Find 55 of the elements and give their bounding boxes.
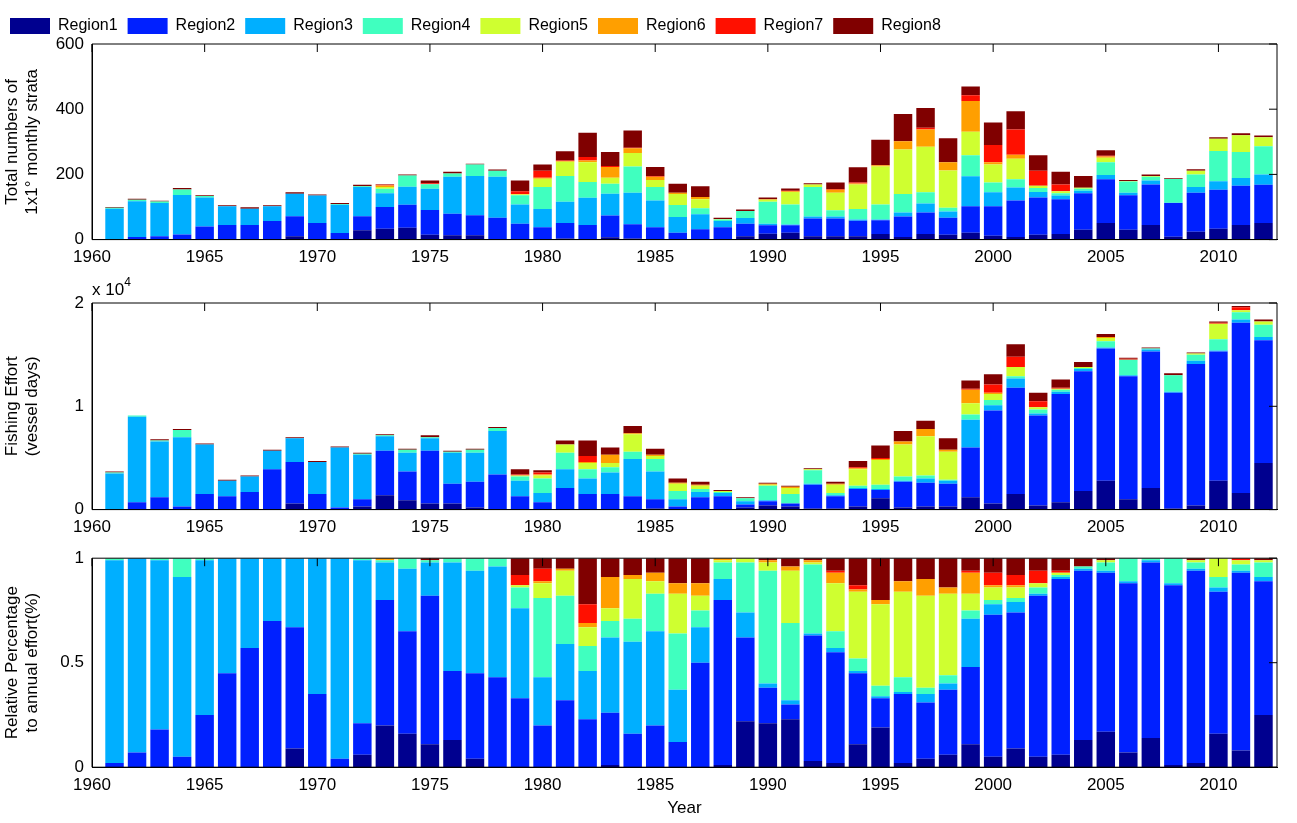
y-axis-title: Fishing Effort (vessel days) bbox=[1, 356, 42, 457]
x-tick-label: 1990 bbox=[748, 247, 787, 267]
y-tick-label: 1 bbox=[74, 395, 84, 415]
x-tick-label: 1995 bbox=[861, 517, 900, 537]
x-tick-label: 1960 bbox=[73, 247, 111, 267]
x-tick-label: 1975 bbox=[411, 247, 449, 267]
x-tick-label: 2005 bbox=[1086, 775, 1125, 795]
y-axis-title: Relative Percentage to annual effort(%) bbox=[1, 586, 42, 740]
x-tick-label: 2000 bbox=[974, 247, 1013, 267]
y-tick-label: 0 bbox=[74, 229, 84, 249]
x-tick-label: 2000 bbox=[974, 517, 1013, 537]
x-tick-label: 1965 bbox=[185, 775, 224, 795]
y-axis-title: Total numbers of 1x1° monthly strata bbox=[1, 68, 42, 215]
x-tick-label: 1985 bbox=[636, 247, 675, 267]
y-tick-label: 0 bbox=[74, 756, 84, 776]
y-tick-label: 1 bbox=[74, 547, 84, 567]
legend-label: Region3 bbox=[293, 16, 353, 34]
x-tick-label: 2000 bbox=[974, 775, 1013, 795]
legend-label: Region7 bbox=[763, 16, 824, 34]
legend-label: Region8 bbox=[881, 16, 941, 34]
x-tick-label: 1995 bbox=[861, 775, 900, 795]
legend-label: Region2 bbox=[175, 16, 236, 34]
x-tick-label: 1975 bbox=[411, 775, 449, 795]
y-tick-label: 0 bbox=[74, 499, 84, 519]
x-tick-label: 1960 bbox=[73, 775, 111, 795]
x-axis-title: Year bbox=[667, 798, 703, 818]
x-tick-label: 1985 bbox=[636, 517, 675, 537]
y-tick-label: 0.5 bbox=[60, 652, 84, 672]
legend-label: Region5 bbox=[528, 16, 589, 34]
x-tick-label: 2010 bbox=[1199, 517, 1238, 537]
x-tick-label: 1990 bbox=[748, 775, 787, 795]
x-tick-label: 1985 bbox=[636, 775, 675, 795]
x-tick-label: 1960 bbox=[73, 517, 111, 537]
x-tick-label: 1980 bbox=[523, 775, 562, 795]
legend-label: Region1 bbox=[58, 16, 118, 34]
x-tick-label: 1970 bbox=[298, 517, 337, 537]
x-tick-label: 2005 bbox=[1086, 247, 1125, 267]
y-tick-label: 600 bbox=[55, 33, 84, 53]
y-tick-label: 2 bbox=[74, 292, 84, 312]
legend-label: Region6 bbox=[646, 16, 706, 34]
y-tick-label: 200 bbox=[55, 164, 84, 184]
x-tick-label: 1980 bbox=[523, 247, 562, 267]
x-tick-label: 1990 bbox=[748, 517, 787, 537]
legend-label: Region4 bbox=[410, 16, 471, 34]
x-tick-label: 1980 bbox=[523, 517, 562, 537]
x-tick-label: 1995 bbox=[861, 247, 900, 267]
x-tick-label: 2005 bbox=[1086, 517, 1125, 537]
x-tick-label: 1970 bbox=[298, 775, 337, 795]
y-tick-label: 400 bbox=[55, 98, 84, 118]
x-tick-label: 2010 bbox=[1199, 247, 1238, 267]
x-tick-label: 2010 bbox=[1199, 775, 1238, 795]
x-tick-label: 1975 bbox=[411, 517, 449, 537]
x-tick-label: 1965 bbox=[185, 247, 224, 267]
x-tick-label: 1970 bbox=[298, 247, 337, 267]
x-tick-label: 1965 bbox=[185, 517, 224, 537]
